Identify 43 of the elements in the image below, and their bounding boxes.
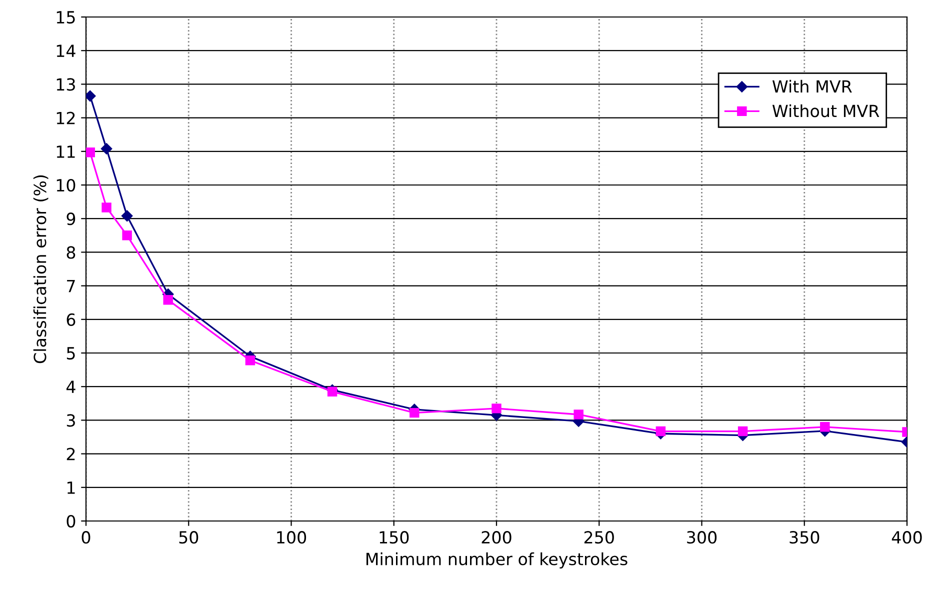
- point: [574, 410, 584, 420]
- point: [820, 422, 830, 432]
- y-tick-label: 10: [56, 178, 76, 192]
- y-tick-label: 0: [66, 514, 76, 528]
- x-tick-label: 250: [584, 531, 614, 544]
- x-tick-label: 50: [179, 531, 198, 544]
- x-tick-label: 0: [82, 531, 90, 544]
- y-tick-label: 5: [66, 347, 75, 360]
- y-axis-title: Classification error (%): [33, 175, 48, 364]
- y-tick-label: 2: [66, 448, 75, 460]
- y-tick-label: 14: [56, 44, 76, 57]
- y-tick-label: 3: [66, 414, 75, 427]
- x-tick-label: 200: [482, 531, 512, 544]
- point: [163, 295, 173, 305]
- x-tick-label: 350: [790, 531, 820, 544]
- point: [327, 386, 338, 396]
- y-tick-label: 1: [68, 482, 75, 494]
- point: [86, 148, 95, 158]
- y-tick-label: 9: [66, 212, 76, 226]
- point: [410, 408, 420, 418]
- y-tick-label: 7: [67, 280, 75, 292]
- x-tick-label: 100: [277, 531, 306, 544]
- y-tick-label: 12: [56, 112, 75, 124]
- point: [738, 426, 748, 436]
- y-tick-label: 6: [66, 313, 76, 326]
- x-axis-title: Minimum number of keystrokes: [366, 552, 628, 569]
- point: [492, 404, 502, 414]
- x-tick-label: 400: [892, 531, 922, 544]
- y-tick-label: 8: [66, 246, 76, 259]
- y-tick-label: 15: [56, 11, 75, 24]
- legend-label: Without MVR: [772, 104, 880, 118]
- x-tick-label: 150: [380, 531, 409, 544]
- point: [102, 202, 112, 212]
- x-tick-label: 300: [687, 531, 717, 544]
- point: [100, 143, 112, 154]
- y-tick-label: 4: [66, 380, 76, 393]
- legend-label: With MVR: [772, 80, 852, 93]
- y-tick-label: 13: [56, 78, 75, 91]
- point: [121, 210, 133, 222]
- point: [122, 230, 132, 240]
- point: [656, 426, 666, 436]
- point: [245, 356, 256, 366]
- y-tick-label: 11: [56, 146, 75, 158]
